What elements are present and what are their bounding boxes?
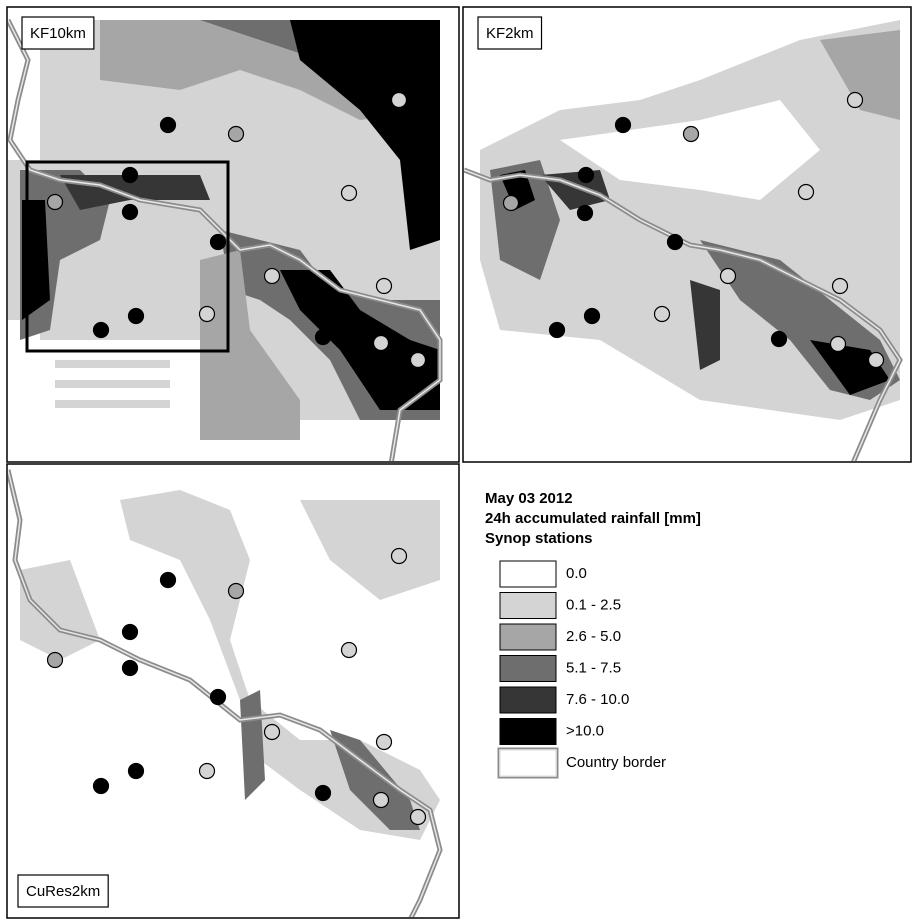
station — [123, 661, 138, 676]
station — [161, 573, 176, 588]
station — [316, 786, 331, 801]
station — [94, 779, 109, 794]
legend-swatch — [500, 561, 556, 587]
station — [200, 764, 215, 779]
station — [869, 353, 884, 368]
station — [684, 127, 699, 142]
station — [392, 549, 407, 564]
legend-label: 5.1 - 7.5 — [566, 659, 621, 676]
station — [772, 332, 787, 347]
station — [585, 309, 600, 324]
station — [211, 690, 226, 705]
station — [579, 168, 594, 183]
legend-swatch — [500, 687, 556, 713]
station — [377, 279, 392, 294]
station — [229, 127, 244, 142]
station — [211, 235, 226, 250]
panel-label: KF10km — [30, 25, 86, 42]
station — [504, 196, 519, 211]
station — [316, 330, 331, 345]
station — [721, 269, 736, 284]
panel-label: KF2km — [486, 25, 534, 42]
legend-label: 2.6 - 5.0 — [566, 628, 621, 645]
station — [668, 235, 683, 250]
legend-swatch — [500, 719, 556, 745]
legend-label: 7.6 - 10.0 — [566, 691, 629, 708]
station — [833, 279, 848, 294]
station — [848, 93, 863, 108]
legend-title: May 03 2012 — [485, 490, 573, 507]
station — [616, 118, 631, 133]
station — [411, 810, 426, 825]
legend: May 03 2012 24h accumulated rainfall [mm]… — [485, 490, 701, 776]
station — [129, 764, 144, 779]
station — [200, 307, 215, 322]
rain-field — [8, 465, 458, 920]
station — [48, 195, 63, 210]
station — [377, 735, 392, 750]
station — [831, 337, 846, 352]
station — [129, 309, 144, 324]
station — [374, 793, 389, 808]
figure: KF10km KF2km CuRes2km May 03 2012 24h accum… — [0, 0, 916, 923]
legend-title: Synop stations — [485, 530, 593, 547]
station — [123, 625, 138, 640]
station — [374, 336, 389, 351]
legend-swatch — [500, 593, 556, 619]
station — [161, 118, 176, 133]
legend-label: Country border — [566, 754, 666, 771]
station — [94, 323, 109, 338]
legend-title: 24h accumulated rainfall [mm] — [485, 510, 701, 527]
station — [342, 186, 357, 201]
legend-swatch — [500, 624, 556, 650]
legend-label: 0.1 - 2.5 — [566, 596, 621, 613]
legend-swatch — [500, 656, 556, 682]
station — [265, 725, 280, 740]
rain-field — [8, 8, 458, 470]
station — [655, 307, 670, 322]
legend-swatch — [500, 750, 556, 776]
station — [48, 653, 63, 668]
station — [550, 323, 565, 338]
station — [229, 584, 244, 599]
station — [578, 206, 593, 221]
station — [123, 168, 138, 183]
station — [392, 93, 407, 108]
rain-field — [464, 8, 910, 470]
legend-label: >10.0 — [566, 722, 604, 739]
legend-label: 0.0 — [566, 565, 587, 582]
panel-label: CuRes2km — [26, 883, 100, 900]
station — [265, 269, 280, 284]
station — [799, 185, 814, 200]
station — [342, 643, 357, 658]
station — [411, 353, 426, 368]
station — [123, 205, 138, 220]
